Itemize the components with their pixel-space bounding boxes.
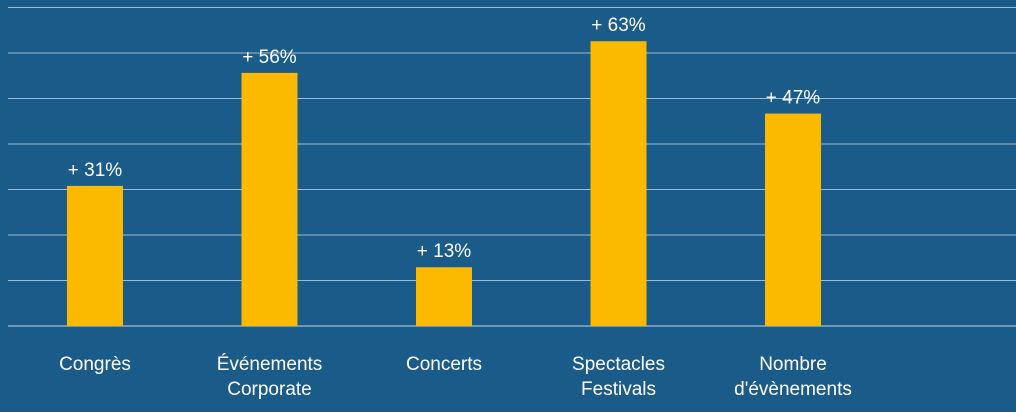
bar [590, 41, 647, 327]
data-labels: + 31% + 56% + 13% + 63% + 47% [68, 15, 821, 262]
x-tick-label: Nombre d'évènements [734, 354, 852, 400]
bar [765, 113, 821, 326]
x-axis-tick-labels: Congrès Événements Corporate Concerts Specta… [59, 354, 852, 400]
data-label: + 63% [591, 15, 646, 36]
x-tick-label: Spectacles Festivals [572, 354, 665, 400]
bars [67, 41, 821, 327]
data-label: + 56% [242, 47, 297, 68]
data-label: + 47% [766, 88, 821, 109]
x-tick-label: Concerts [406, 354, 482, 375]
x-tick-label-line: Festivals [581, 379, 656, 400]
x-tick-label-line: Congrès [59, 354, 131, 375]
x-tick-label-line: Spectacles [572, 354, 665, 375]
x-tick-label: Événements Corporate [217, 354, 323, 400]
bar [241, 72, 298, 326]
bar [67, 185, 123, 326]
x-tick-label-line: Concerts [406, 354, 482, 375]
x-tick-label-line: Nombre [759, 354, 827, 375]
x-tick-label-line: d'évènements [734, 379, 852, 400]
data-label: + 31% [68, 160, 123, 181]
x-tick-label: Congrès [59, 354, 131, 375]
bar [416, 267, 472, 326]
data-label: + 13% [417, 241, 472, 262]
x-tick-label-line: Événements [217, 354, 323, 375]
gridlines [8, 7, 1016, 327]
x-tick-label-line: Corporate [227, 379, 312, 400]
